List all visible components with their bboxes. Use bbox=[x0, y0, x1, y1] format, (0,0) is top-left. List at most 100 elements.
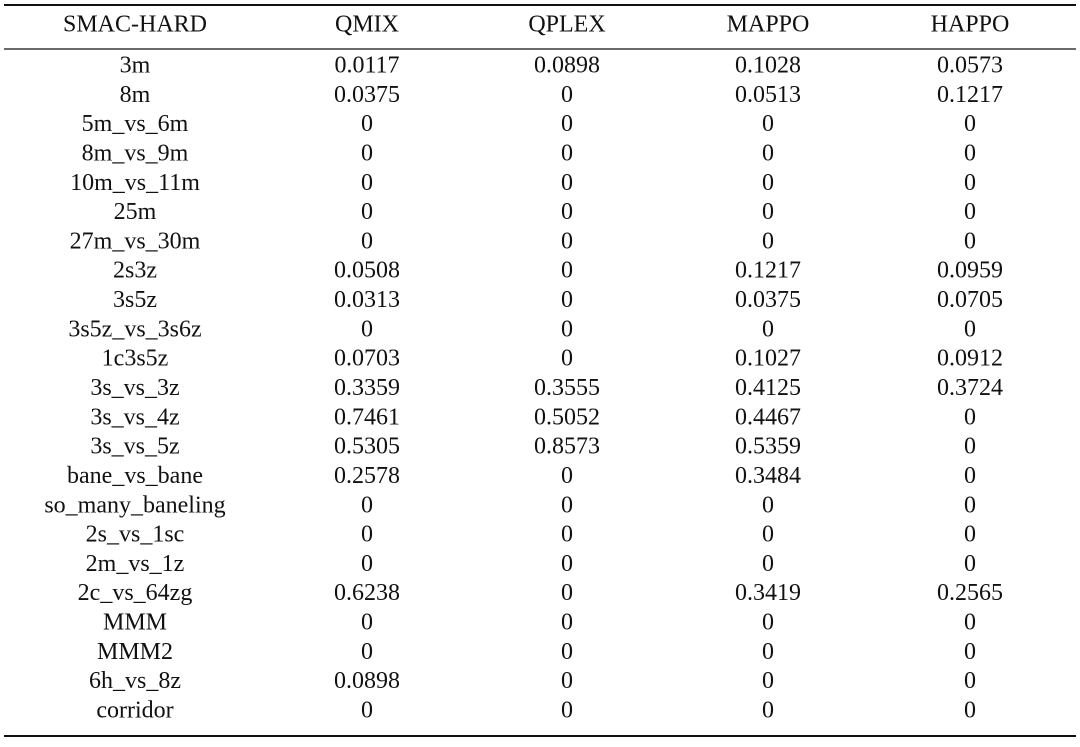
cell: 0.2578 bbox=[334, 463, 400, 489]
cell: 0 bbox=[561, 170, 573, 196]
cell: 0 bbox=[561, 580, 573, 606]
cell: 0 bbox=[361, 522, 373, 548]
row-label: corridor bbox=[96, 698, 173, 724]
cell: 0 bbox=[762, 639, 774, 665]
cell: 0.1027 bbox=[735, 346, 801, 372]
cell: 0 bbox=[361, 639, 373, 665]
row-label: 10m_vs_11m bbox=[70, 170, 200, 196]
cell: 0 bbox=[762, 170, 774, 196]
cell: 0 bbox=[561, 522, 573, 548]
row-label: 2c_vs_64zg bbox=[78, 580, 193, 606]
cell: 0 bbox=[561, 698, 573, 724]
cell: 0 bbox=[361, 610, 373, 636]
row-label: 3m bbox=[120, 53, 151, 79]
cell: 0.4467 bbox=[735, 404, 801, 430]
cell: 0 bbox=[561, 82, 573, 108]
cell: 0 bbox=[964, 434, 976, 460]
cell: 0 bbox=[561, 551, 573, 577]
row-label: 3s5z bbox=[113, 287, 157, 313]
cell: 0 bbox=[361, 316, 373, 342]
cell: 0.6238 bbox=[334, 580, 400, 606]
cell: 0 bbox=[561, 316, 573, 342]
cell: 0 bbox=[361, 140, 373, 166]
cell: 0 bbox=[964, 170, 976, 196]
row-label: 8m bbox=[120, 82, 151, 108]
row-label: 3s_vs_5z bbox=[90, 434, 179, 460]
cell: 0 bbox=[561, 463, 573, 489]
cell: 0.1217 bbox=[735, 258, 801, 284]
row-label: 3s_vs_3z bbox=[90, 375, 179, 401]
cell: 0 bbox=[762, 111, 774, 137]
cell: 0 bbox=[561, 492, 573, 518]
cell: 0 bbox=[361, 551, 373, 577]
cell: 0 bbox=[561, 199, 573, 225]
cell: 0.7461 bbox=[334, 404, 400, 430]
cell: 0 bbox=[964, 140, 976, 166]
cell: 0 bbox=[964, 639, 976, 665]
row-label: so_many_baneling bbox=[44, 492, 225, 518]
cell: 0.1217 bbox=[937, 82, 1003, 108]
cell: 0 bbox=[964, 492, 976, 518]
cell: 0 bbox=[561, 639, 573, 665]
cell: 0 bbox=[361, 170, 373, 196]
header-cell: SMAC-HARD bbox=[63, 12, 207, 38]
cell: 0 bbox=[762, 551, 774, 577]
cell: 0 bbox=[762, 199, 774, 225]
row-label: 3s5z_vs_3s6z bbox=[68, 316, 201, 342]
row-label: 1c3s5z bbox=[102, 346, 169, 372]
row-label: 2s3z bbox=[113, 258, 157, 284]
cell: 0.0898 bbox=[334, 668, 400, 694]
row-label: 2s_vs_1sc bbox=[86, 522, 185, 548]
cell: 0 bbox=[762, 492, 774, 518]
cell: 0 bbox=[361, 199, 373, 225]
cell: 0 bbox=[964, 551, 976, 577]
cell: 0 bbox=[561, 140, 573, 166]
cell: 0 bbox=[361, 698, 373, 724]
cell: 0 bbox=[361, 111, 373, 137]
cell: 0.1028 bbox=[735, 53, 801, 79]
cell: 0.0703 bbox=[334, 346, 400, 372]
cell: 0 bbox=[762, 228, 774, 254]
cell: 0.3724 bbox=[937, 375, 1003, 401]
cell: 0 bbox=[964, 698, 976, 724]
cell: 0 bbox=[964, 228, 976, 254]
cell: 0 bbox=[964, 316, 976, 342]
cell: 0.0375 bbox=[334, 82, 400, 108]
cell: 0 bbox=[561, 287, 573, 313]
cell: 0 bbox=[762, 610, 774, 636]
cell: 0.0959 bbox=[937, 258, 1003, 284]
cell: 0.0573 bbox=[937, 53, 1003, 79]
row-label: 25m bbox=[114, 199, 157, 225]
cell: 0.5052 bbox=[534, 404, 600, 430]
cell: 0.3555 bbox=[534, 375, 600, 401]
cell: 0.0912 bbox=[937, 346, 1003, 372]
cell: 0.3484 bbox=[735, 463, 801, 489]
row-label: 27m_vs_30m bbox=[70, 228, 201, 254]
row-label: 6h_vs_8z bbox=[89, 668, 181, 694]
cell: 0.0508 bbox=[334, 258, 400, 284]
cell: 0.3419 bbox=[735, 580, 801, 606]
cell: 0 bbox=[361, 228, 373, 254]
cell: 0.0898 bbox=[534, 53, 600, 79]
cell: 0.0375 bbox=[735, 287, 801, 313]
cell: 0.0117 bbox=[334, 53, 399, 79]
cell: 0.5359 bbox=[735, 434, 801, 460]
cell: 0 bbox=[361, 492, 373, 518]
cell: 0 bbox=[561, 111, 573, 137]
cell: 0 bbox=[561, 228, 573, 254]
cell: 0 bbox=[964, 463, 976, 489]
header-cell: MAPPO bbox=[727, 12, 810, 38]
cell: 0 bbox=[964, 404, 976, 430]
row-label: 8m_vs_9m bbox=[82, 140, 189, 166]
cell: 0 bbox=[964, 111, 976, 137]
cell: 0 bbox=[762, 698, 774, 724]
row-label: MMM2 bbox=[97, 639, 173, 665]
cell: 0 bbox=[964, 199, 976, 225]
cell: 0.3359 bbox=[334, 375, 400, 401]
cell: 0 bbox=[964, 522, 976, 548]
cell: 0 bbox=[561, 258, 573, 284]
cell: 0 bbox=[561, 610, 573, 636]
cell: 0.0705 bbox=[937, 287, 1003, 313]
cell: 0 bbox=[762, 140, 774, 166]
